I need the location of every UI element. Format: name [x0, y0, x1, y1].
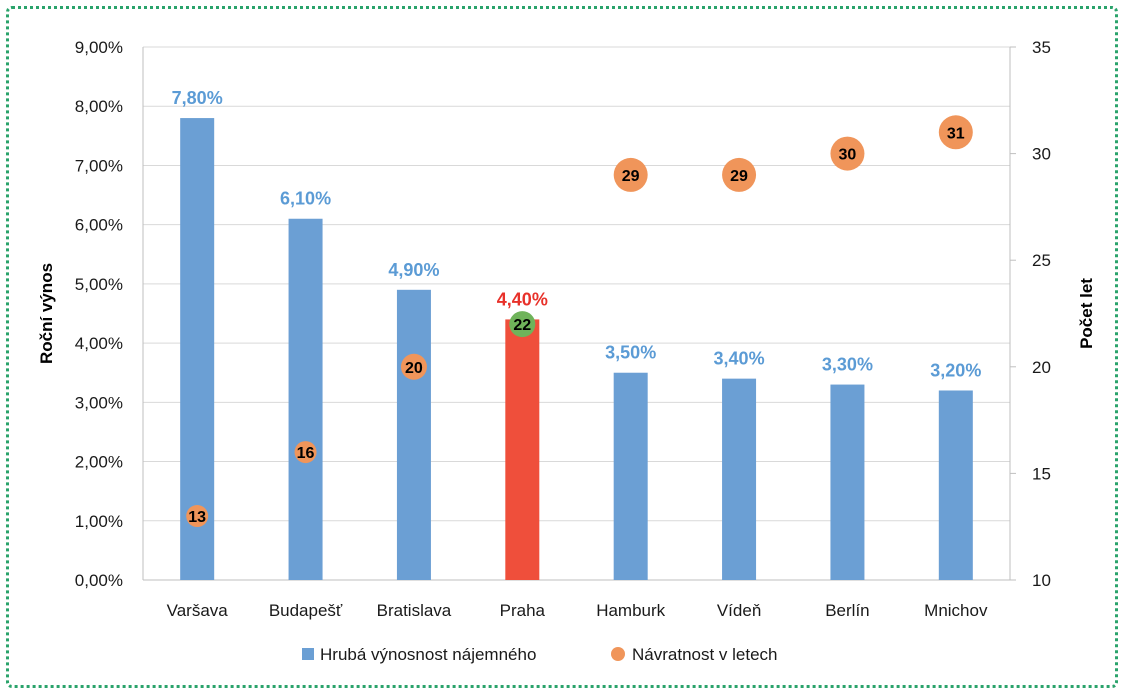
point-data-label: 31: [947, 125, 965, 142]
bar-5: [613, 372, 648, 580]
x-tick-label: Bratislava: [377, 601, 452, 620]
x-tick-label: Hamburk: [596, 601, 665, 620]
y-left-tick-label: 8,00%: [75, 97, 123, 116]
legend-bar-label: Hrubá výnosnost nájemného: [320, 645, 536, 664]
bar-data-label: 3,50%: [605, 343, 656, 363]
bar-2: [288, 218, 323, 580]
point-data-label: 29: [730, 168, 748, 185]
point-4: [509, 311, 536, 338]
x-tick-label: Budapešť: [269, 601, 343, 620]
y-right-tick-label: 30: [1032, 145, 1051, 164]
point-data-label: 29: [622, 168, 640, 185]
point-data-label: 13: [188, 509, 206, 526]
point-data-label: 22: [513, 317, 531, 334]
bar-6: [722, 378, 757, 580]
point-2: [294, 441, 317, 464]
y-left-tick-label: 2,00%: [75, 453, 123, 472]
y-left-tick-label: 7,00%: [75, 156, 123, 175]
point-3: [400, 353, 427, 380]
chart-frame: [6, 6, 1118, 688]
y-right-tick-label: 35: [1032, 38, 1051, 57]
y-right-tick-label: 25: [1032, 251, 1051, 270]
point-6: [722, 157, 757, 192]
point-5: [613, 157, 648, 192]
y-right-axis-title: Počet let: [1077, 278, 1096, 349]
x-tick-label: Varšava: [167, 601, 229, 620]
x-tick-label: Praha: [500, 601, 546, 620]
legend-point-swatch: [611, 647, 625, 661]
y-left-axis-title: Roční výnos: [37, 263, 56, 364]
bar-7: [830, 384, 865, 580]
point-data-label: 30: [839, 147, 857, 164]
bar-data-label: 3,20%: [930, 360, 981, 380]
legend-bar-swatch: [302, 648, 314, 660]
y-right-tick-label: 15: [1032, 464, 1051, 483]
bar-data-label: 7,80%: [172, 88, 223, 108]
y-left-tick-label: 9,00%: [75, 38, 123, 57]
point-data-label: 16: [297, 445, 315, 462]
bar-data-label: 4,90%: [388, 260, 439, 280]
point-7: [830, 136, 865, 171]
bar-8: [938, 390, 973, 580]
bar-data-label: 3,40%: [714, 349, 765, 369]
bar-data-label: 4,40%: [497, 289, 548, 309]
y-right-tick-label: 10: [1032, 571, 1051, 590]
y-left-tick-label: 1,00%: [75, 512, 123, 531]
bar-data-label: 6,10%: [280, 189, 331, 209]
y-left-tick-label: 3,00%: [75, 393, 123, 412]
bar-data-label: 3,30%: [822, 355, 873, 375]
point-8: [938, 115, 973, 150]
bar-1: [180, 118, 215, 581]
legend-point-label: Návratnost v letech: [632, 645, 778, 664]
x-tick-label: Berlín: [825, 601, 869, 620]
x-tick-label: Vídeň: [717, 601, 761, 620]
point-data-label: 20: [405, 360, 423, 377]
bar-4: [505, 319, 540, 580]
y-right-tick-label: 20: [1032, 358, 1051, 377]
y-left-tick-label: 5,00%: [75, 275, 123, 294]
x-tick-label: Mnichov: [924, 601, 988, 620]
bar-3: [396, 289, 431, 580]
y-left-tick-label: 6,00%: [75, 216, 123, 235]
y-left-tick-label: 0,00%: [75, 571, 123, 590]
y-left-tick-label: 4,00%: [75, 334, 123, 353]
point-1: [186, 505, 209, 528]
